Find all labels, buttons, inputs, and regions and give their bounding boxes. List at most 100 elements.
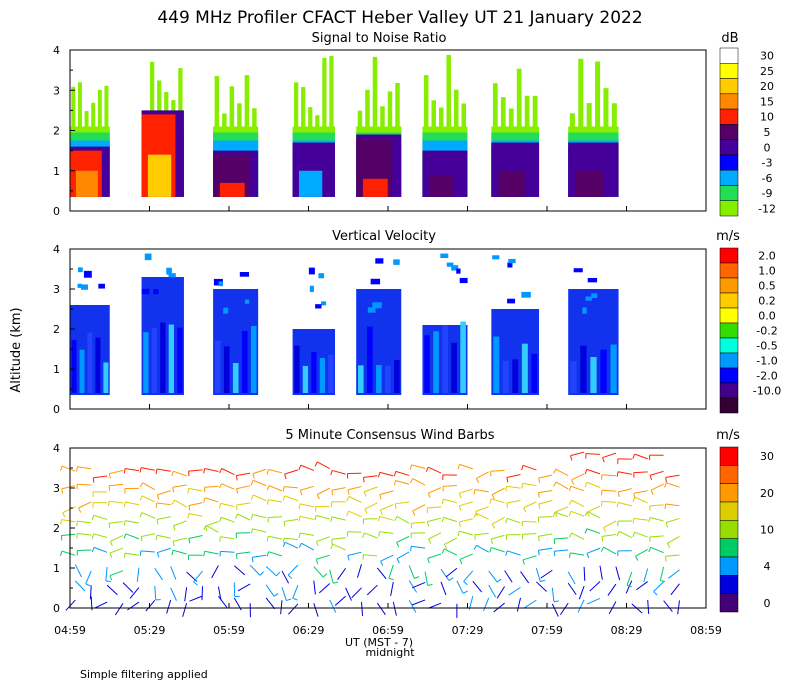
- wind-barb-staff: [78, 501, 92, 509]
- wind-barb-flag: [496, 578, 502, 583]
- wind-barb-staff: [476, 471, 489, 479]
- wind-barb-staff: [483, 597, 490, 612]
- wind-barb-staff: [173, 520, 187, 527]
- wind-barb-staff: [618, 501, 632, 507]
- wind-barb-staff: [173, 470, 187, 477]
- wind-barb-flag: [363, 491, 367, 497]
- x-tick-label: 06:59: [372, 624, 404, 637]
- wind-barb-flag: [250, 494, 254, 500]
- wind-barb-staff: [601, 500, 616, 503]
- wind-barb-flag: [316, 494, 320, 500]
- wind-barb-flag: [251, 557, 254, 563]
- snr-green-streak: [524, 95, 530, 131]
- wind-barb-staff: [364, 532, 378, 539]
- wind-barb-staff: [188, 513, 203, 517]
- x-tick-label: 05:59: [213, 624, 245, 637]
- wind-barb-staff: [586, 597, 601, 605]
- vv-sparse-return: [168, 273, 176, 278]
- wind-barb-flag: [584, 469, 588, 475]
- wind-barb-staff: [157, 490, 171, 496]
- wind-barb-flag: [123, 468, 126, 474]
- legend-label: -2.0: [756, 370, 777, 383]
- wind-barb-staff: [363, 554, 378, 557]
- wind-barb-flag: [156, 494, 160, 500]
- vv-cell-column: [294, 345, 300, 393]
- wind-barb-flag: [666, 543, 671, 548]
- wind-barb-flag: [188, 538, 191, 544]
- vv-cell-column: [442, 325, 448, 393]
- wind-barb-flag: [59, 465, 63, 471]
- wind-barb-flag: [156, 519, 159, 525]
- wind-barb-staff: [109, 500, 124, 504]
- legend-label: 5: [764, 126, 771, 139]
- legend-swatch: [719, 556, 739, 576]
- vv-cell-column: [95, 337, 101, 393]
- wind-barb-staff: [74, 564, 82, 578]
- wind-barb-flag: [396, 558, 400, 564]
- wind-barb-staff: [347, 486, 362, 491]
- legend-swatch: [719, 397, 739, 414]
- legend-swatch: [719, 262, 739, 279]
- wind-barb-staff: [551, 587, 555, 602]
- wind-barb-staff: [538, 516, 553, 518]
- wind-barb-staff: [491, 487, 505, 496]
- vv-cell-column: [580, 345, 587, 393]
- wind-barb-staff: [379, 515, 394, 521]
- legend-label: 0.5: [758, 280, 776, 293]
- wind-barb-flag: [59, 550, 63, 557]
- wind-barb-staff: [650, 470, 664, 476]
- wind-barb-flag: [188, 505, 191, 511]
- vv-sparse-return: [239, 272, 250, 277]
- legend-swatch: [719, 483, 739, 503]
- snr-green-streak: [91, 102, 96, 131]
- vv-cell-column: [433, 331, 439, 393]
- wind-barb-flag: [347, 489, 350, 495]
- wind-barb-staff: [444, 548, 458, 556]
- wind-barb-staff: [300, 503, 314, 508]
- snr-hot-core: [298, 170, 323, 197]
- wind-barb-flag: [378, 531, 380, 537]
- wind-barb-staff: [237, 513, 251, 521]
- snr-hot-core: [498, 170, 525, 197]
- wind-barb-flag: [490, 539, 493, 545]
- wind-barb-staff: [252, 479, 267, 487]
- wind-barb-staff: [204, 468, 219, 472]
- wind-barb-flag: [427, 492, 431, 498]
- wind-barb-flag: [632, 453, 636, 459]
- wind-barb-staff: [472, 580, 483, 593]
- wind-barb-flag: [60, 519, 62, 525]
- wind-barb-flag: [298, 465, 302, 471]
- wind-barb-staff: [388, 564, 394, 579]
- wind-barb-staff: [356, 564, 362, 578]
- legend-label: 4: [764, 560, 771, 573]
- vv-sparse-return: [375, 258, 384, 264]
- wind-y-tick-label: 3: [53, 482, 60, 495]
- wind-barb-staff: [677, 600, 680, 615]
- wind-barb-flag: [633, 493, 636, 499]
- legend-label: 30: [760, 450, 774, 463]
- wind-barb-staff: [586, 468, 601, 475]
- snr-y-tick-label: 4: [53, 44, 60, 57]
- wind-barb-flag: [412, 510, 416, 516]
- wind-barb-flag: [448, 577, 454, 581]
- snr-hot-core: [429, 174, 454, 197]
- wind-legend: 30 20 10 4 0: [719, 446, 774, 613]
- wind-barb-flag: [475, 478, 480, 484]
- wind-barb-staff: [380, 554, 394, 562]
- wind-barb-staff: [280, 600, 283, 615]
- wind-barb-staff: [570, 552, 585, 556]
- legend-swatch: [719, 367, 739, 384]
- wind-barb-staff: [538, 500, 553, 505]
- wind-barb-staff: [283, 537, 298, 540]
- wind-barb-staff: [188, 487, 203, 492]
- wind-barb-flag: [473, 489, 476, 495]
- wind-barb-flag: [458, 505, 462, 511]
- wind-barb-flag: [632, 518, 635, 524]
- vv-cell-column: [241, 330, 248, 393]
- wind-barb-staff: [265, 597, 276, 610]
- wind-barb-staff: [142, 482, 156, 491]
- wind-barb-staff: [585, 453, 601, 455]
- vv-cell-column: [177, 327, 183, 393]
- wind-barb-flag: [250, 528, 254, 534]
- wind-barb-staff: [443, 516, 458, 523]
